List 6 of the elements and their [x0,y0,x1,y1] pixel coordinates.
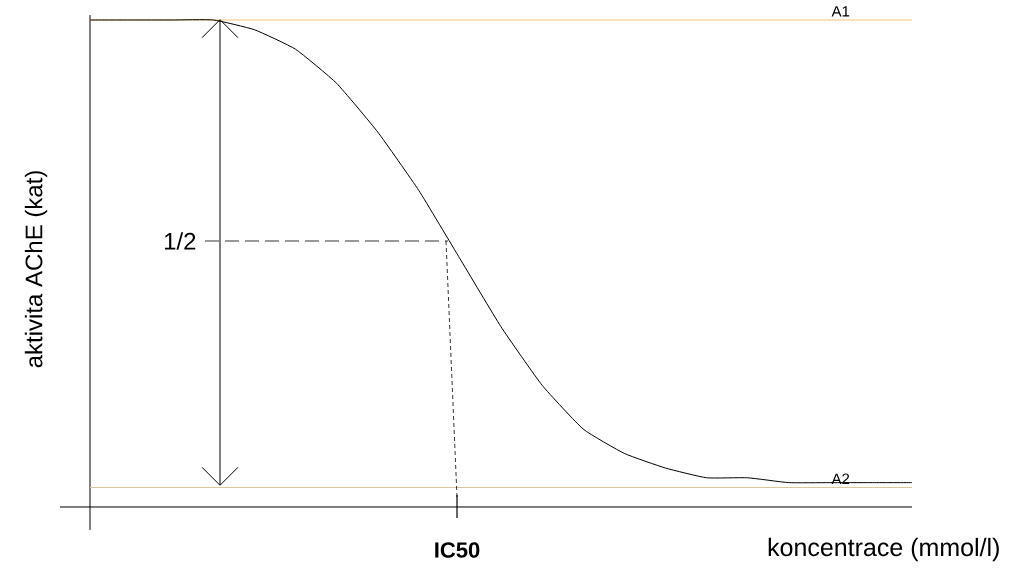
ref-line-label: A1 [831,6,850,17]
text: IC50 [435,542,480,558]
x-axis-title: koncentrace (mmol/l) [768,537,999,562]
ref-line-label: A2 [831,473,850,484]
annotation: 1/2 [164,232,196,250]
y-axis-title: aktivita AChE (kat) [24,171,48,368]
